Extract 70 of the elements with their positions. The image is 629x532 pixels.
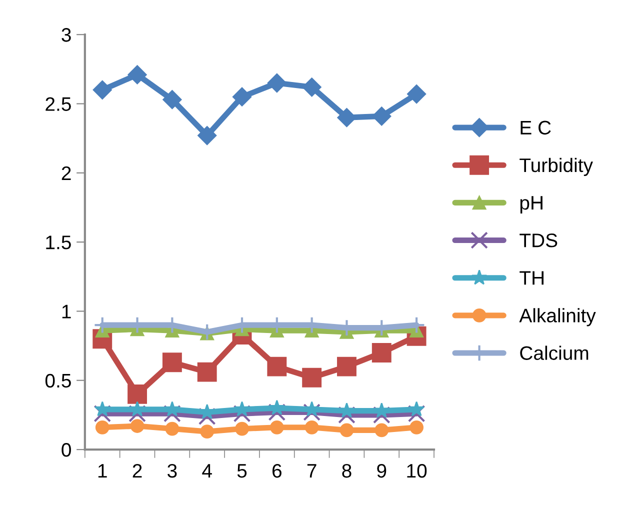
point [267, 356, 287, 376]
legend-label: Turbidity [520, 158, 593, 176]
point [92, 80, 112, 100]
point [232, 87, 252, 106]
point [304, 420, 319, 434]
point [374, 402, 390, 418]
point [303, 404, 321, 421]
point [233, 404, 251, 422]
point [164, 401, 180, 416]
point [372, 406, 390, 424]
x-tick-label: 5 [237, 464, 247, 478]
point [268, 404, 286, 421]
legend-label: TDS [520, 234, 558, 248]
x-tick-label: 10 [407, 464, 427, 478]
point [410, 420, 424, 434]
point [234, 401, 250, 416]
point [94, 404, 112, 422]
point [128, 65, 147, 84]
point [128, 384, 147, 404]
point [128, 404, 146, 422]
point [200, 424, 214, 439]
point [302, 78, 322, 97]
x-tick-label: 4 [202, 464, 212, 478]
point [340, 423, 354, 438]
point [198, 408, 216, 426]
x-tick-label: 1 [98, 464, 107, 478]
point [338, 402, 355, 418]
point [337, 108, 356, 128]
point [164, 404, 181, 422]
y-tick-label: 2.5 [46, 97, 71, 111]
y-tick-label: 0 [62, 443, 71, 457]
point [408, 401, 425, 416]
y-tick-label: 1.5 [46, 236, 71, 250]
point [198, 126, 217, 146]
point [235, 422, 249, 436]
x-tick-label: 8 [342, 464, 352, 478]
point [374, 423, 389, 438]
point [197, 362, 217, 382]
point [338, 406, 356, 424]
x-tick-label: 6 [272, 464, 282, 478]
x-tick-label: 2 [132, 464, 142, 478]
point [372, 342, 392, 362]
point [94, 401, 110, 416]
x-tick-label: 7 [307, 464, 316, 478]
legend-label: TH [520, 271, 544, 285]
point [162, 90, 182, 110]
y-tick-label: 3 [62, 28, 71, 42]
point [130, 419, 144, 433]
y-tick-label: 0.5 [45, 374, 71, 388]
point [270, 420, 284, 434]
point [165, 422, 180, 436]
y-tick-label: 1 [62, 304, 71, 318]
y-tick-label: 2 [62, 166, 71, 180]
point [408, 404, 426, 422]
point [268, 400, 285, 415]
legend-label: pH [520, 196, 542, 214]
point [407, 84, 426, 104]
legend-label: Calcium [520, 346, 588, 360]
point [372, 106, 392, 126]
x-tick-label: 3 [168, 464, 177, 478]
x-tick-label: 9 [377, 464, 386, 478]
point [267, 73, 286, 93]
point [129, 401, 146, 416]
point [95, 420, 110, 434]
point [162, 352, 182, 372]
point [302, 368, 322, 388]
point [337, 356, 356, 376]
legend-label: E C [520, 120, 551, 135]
legend-label: Alkalinity [519, 308, 596, 326]
point [304, 401, 320, 416]
